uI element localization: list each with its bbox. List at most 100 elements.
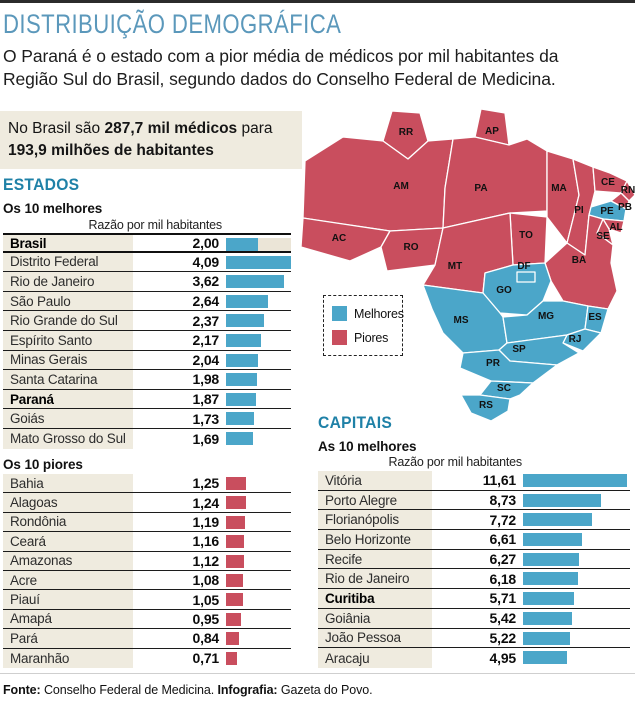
table-row: Mato Grosso do Sul 1,69 (3, 428, 291, 449)
value-bar (226, 353, 259, 367)
table-row: Pará 0,84 (3, 629, 291, 649)
footer-credits: Fonte: Conselho Federal de Medicina. Inf… (3, 683, 373, 697)
row-label: Recife (318, 549, 432, 569)
estados-best-title: Os 10 melhores (3, 201, 103, 216)
row-label: Alagoas (3, 493, 133, 512)
row-label: Rio Grande do Sul (3, 311, 133, 330)
state-label-ce: CE (601, 177, 615, 188)
row-value: 3,62 (192, 273, 220, 290)
state-label-se: SE (596, 231, 610, 242)
row-value: 5,71 (489, 590, 517, 607)
row-label: Espírito Santo (3, 330, 133, 350)
legend-item-piores: Piores (332, 330, 394, 345)
table-row: Brasil 2,00 (3, 233, 291, 253)
table-row: Amazonas 1,12 (3, 551, 291, 571)
table-row: Goiás 1,73 (3, 409, 291, 429)
row-value: 1,08 (192, 572, 220, 589)
row-label: Ceará (3, 532, 133, 551)
row-value: 1,25 (192, 475, 220, 492)
source-text: Conselho Federal de Medicina. (40, 683, 218, 697)
value-bar (523, 572, 579, 586)
state-shape-df (516, 271, 536, 283)
row-value: 1,69 (192, 430, 220, 447)
row-label: Rio de Janeiro (3, 272, 133, 291)
bar-cell (522, 550, 630, 569)
bar-cell (225, 629, 291, 647)
capitais-best-table: Razão por mil habitantes Vitória 11,61 Por… (318, 455, 630, 668)
state-label-ms: MS (454, 315, 469, 326)
value-bar (523, 552, 580, 566)
row-label: Acre (3, 570, 133, 590)
row-label: João Pessoa (318, 628, 432, 648)
footer-divider (0, 673, 635, 674)
state-label-rj: RJ (569, 334, 582, 345)
bar-cell (522, 609, 630, 628)
table-row: Minas Gerais 2,04 (3, 350, 291, 371)
row-label: Rondônia (3, 512, 133, 532)
bar-cell (522, 510, 630, 529)
row-value: 1,24 (192, 494, 220, 511)
row-label: Goiás (3, 409, 133, 428)
row-label: Florianópolis (318, 510, 432, 530)
row-value: 0,71 (192, 650, 220, 667)
row-label: Pará (3, 629, 133, 648)
table-row: Amapá 0,95 (3, 609, 291, 630)
state-label-al: AL (609, 222, 622, 233)
value-bar (226, 255, 292, 269)
row-value: 1,16 (192, 533, 220, 550)
table-row: São Paulo 2,64 (3, 291, 291, 312)
row-value: 4,95 (489, 650, 517, 667)
bar-cell (225, 272, 291, 291)
state-shape-am (302, 136, 454, 232)
table-row: Bahia 1,25 (3, 474, 291, 494)
highlight-text: No Brasil são (8, 120, 105, 137)
row-label: Goiânia (318, 608, 432, 628)
estados-best-table: Razão por mil habitantes Brasil 2,00 Distr… (3, 218, 292, 449)
melhores-swatch-icon (332, 306, 347, 321)
highlight-box: No Brasil são 287,7 mil médicos para 193… (0, 111, 302, 169)
row-label: Brasil (3, 235, 133, 251)
state-label-mt: MT (448, 261, 462, 272)
value-bar (226, 275, 284, 289)
capitais-heading: CAPITAIS (318, 413, 393, 432)
bar-cell (225, 351, 291, 370)
state-shape-pa (442, 136, 548, 229)
row-value: 1,05 (192, 591, 220, 608)
state-label-rn: RN (621, 185, 635, 196)
row-value: 2,17 (192, 332, 220, 349)
table-row: Rio Grande do Sul 2,37 (3, 311, 291, 331)
state-label-es: ES (588, 312, 602, 323)
state-label-ba: BA (572, 255, 586, 266)
value-bar (226, 373, 258, 387)
value-bar (523, 651, 568, 665)
value-bar (226, 651, 238, 665)
value-bar (226, 392, 256, 406)
bar-cell (522, 629, 630, 648)
value-bar (226, 554, 244, 568)
table-row: Santa Catarina 1,98 (3, 370, 291, 390)
row-value: 6,61 (489, 531, 517, 548)
table-row: Alagoas 1,24 (3, 493, 291, 513)
row-value: 2,00 (192, 235, 220, 251)
row-value: 6,18 (489, 570, 517, 587)
table-row: Distrito Federal 4,09 (3, 252, 292, 273)
bar-cell (225, 235, 291, 251)
state-label-pi: PI (574, 205, 584, 216)
state-label-am: AM (393, 181, 409, 192)
state-label-df: DF (517, 261, 530, 272)
state-label-sp: SP (512, 344, 526, 355)
table-row: Maranhão 0,71 (3, 648, 291, 668)
source-label: Fonte: (3, 683, 41, 697)
state-label-pb: PB (618, 202, 632, 213)
credit-text: Gazeta do Povo. (277, 683, 373, 697)
value-bar (226, 632, 240, 646)
table-row: Rio de Janeiro 3,62 (3, 272, 291, 292)
value-bar (523, 533, 583, 547)
bar-cell (225, 552, 291, 570)
row-value: 7,72 (489, 511, 517, 528)
state-label-sc: SC (497, 383, 511, 394)
state-label-ro: RO (404, 242, 419, 253)
row-value: 4,09 (192, 253, 220, 270)
row-value: 1,73 (192, 410, 220, 427)
